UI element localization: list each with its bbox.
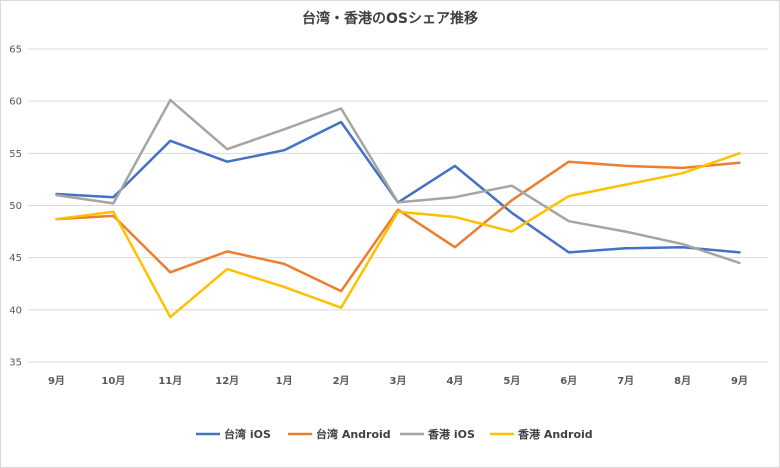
y-tick-label: 55 bbox=[9, 149, 22, 160]
gridlines bbox=[28, 48, 768, 363]
series-line-3 bbox=[55, 152, 741, 319]
y-tick-label: 35 bbox=[9, 358, 22, 369]
legend-label: 香港 Android bbox=[517, 427, 593, 441]
x-tick-label: 9月 bbox=[48, 375, 65, 387]
x-tick-label: 5月 bbox=[503, 375, 520, 387]
y-tick-label: 40 bbox=[9, 305, 22, 316]
x-tick-label: 3月 bbox=[390, 375, 407, 387]
series-line-1 bbox=[55, 160, 741, 293]
x-tick-label: 1月 bbox=[276, 375, 293, 387]
x-tick-label: 8月 bbox=[674, 375, 691, 387]
chart-title: 台湾・香港のOSシェア推移 bbox=[302, 11, 478, 27]
legend-label: 香港 iOS bbox=[427, 427, 475, 441]
x-axis-ticks: 9月 10月 11月 12月 1月 2月 3月 4月 5月 6月 7月 8月 9月 bbox=[48, 375, 748, 387]
x-tick-label: 10月 bbox=[101, 375, 125, 387]
legend-item-0: 台湾 iOS bbox=[196, 427, 271, 441]
legend-label: 台湾 Android bbox=[316, 427, 391, 441]
y-axis-ticks: 35 40 45 50 55 60 65 bbox=[9, 45, 22, 369]
x-tick-label: 11月 bbox=[158, 375, 182, 387]
x-tick-label: 2月 bbox=[333, 375, 350, 387]
legend-label: 台湾 iOS bbox=[224, 427, 271, 441]
y-tick-label: 65 bbox=[9, 45, 22, 56]
x-tick-label: 6月 bbox=[560, 375, 577, 387]
x-tick-label: 4月 bbox=[446, 375, 463, 387]
x-tick-label: 9月 bbox=[731, 375, 748, 387]
x-tick-label: 7月 bbox=[617, 375, 634, 387]
legend-item-1: 台湾 Android bbox=[288, 427, 391, 441]
y-tick-label: 45 bbox=[9, 253, 22, 264]
legend: 台湾 iOS 台湾 Android 香港 iOS 香港 Android bbox=[196, 427, 593, 441]
y-tick-label: 50 bbox=[9, 201, 22, 212]
series-lines bbox=[55, 98, 741, 319]
legend-item-3: 香港 Android bbox=[490, 427, 593, 441]
y-tick-label: 60 bbox=[9, 97, 22, 108]
legend-item-2: 香港 iOS bbox=[400, 427, 475, 441]
series-line-2 bbox=[55, 98, 741, 265]
x-tick-label: 12月 bbox=[215, 375, 239, 387]
